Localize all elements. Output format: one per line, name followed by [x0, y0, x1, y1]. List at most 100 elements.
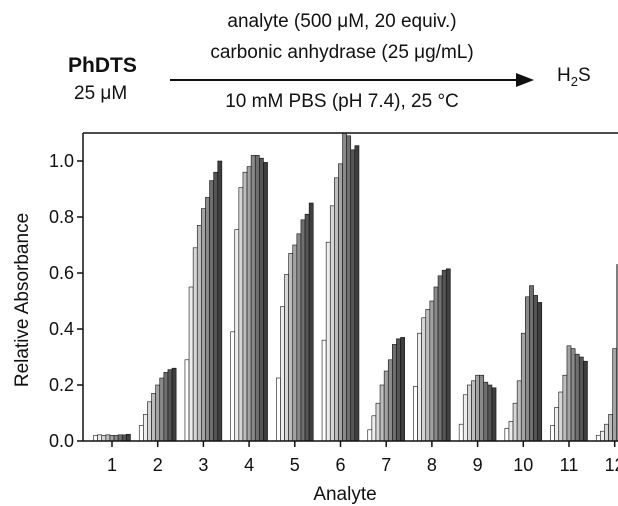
x-tick-label: 8 — [427, 455, 437, 475]
bar — [342, 132, 347, 442]
bar — [113, 435, 119, 442]
x-axis-label: Analyte — [313, 484, 376, 505]
x-tick-label: 6 — [335, 455, 345, 475]
bar — [325, 241, 331, 442]
bar — [304, 213, 310, 442]
bar — [570, 348, 576, 442]
bar — [520, 332, 526, 442]
reaction-arrow — [170, 79, 518, 81]
x-tick-label: 11 — [560, 455, 579, 475]
bar — [350, 149, 356, 442]
bar — [159, 377, 165, 442]
bar-group-analyte-10 — [504, 285, 543, 442]
bar — [421, 317, 427, 442]
bar-group-analyte-8 — [413, 268, 451, 442]
x-axis-ticks: 123456789101112 — [107, 441, 618, 475]
bar-group-analyte-6 — [321, 132, 360, 442]
bar — [379, 384, 385, 442]
bar — [300, 219, 306, 442]
bar — [566, 345, 572, 442]
bar — [196, 225, 202, 442]
bar — [392, 344, 397, 442]
bar — [525, 296, 530, 442]
bar — [574, 353, 580, 442]
bar — [396, 338, 401, 442]
bar — [437, 275, 443, 442]
bar — [126, 433, 131, 442]
arrow-condition-analyte: analyte (500 μM, 20 equiv.) — [227, 11, 457, 32]
bar-group-analyte-1 — [93, 433, 131, 442]
x-tick-label: 4 — [244, 455, 254, 475]
bar — [308, 202, 314, 442]
bar — [529, 285, 534, 442]
bar — [550, 425, 555, 442]
bar — [276, 377, 281, 442]
bar — [441, 269, 447, 442]
bar — [321, 339, 327, 442]
bar — [512, 402, 518, 442]
bar — [292, 244, 298, 442]
bar — [458, 423, 464, 442]
bar — [471, 380, 476, 442]
bar — [167, 369, 173, 442]
bar — [533, 295, 538, 442]
bar — [578, 356, 584, 442]
bar — [483, 381, 489, 442]
x-tick-label: 7 — [381, 455, 391, 475]
bar — [600, 430, 605, 442]
y-tick-label: 0.4 — [49, 319, 74, 339]
bar — [205, 197, 210, 442]
bar — [163, 372, 169, 442]
bar — [296, 233, 302, 442]
bar — [558, 391, 564, 442]
bar — [155, 384, 161, 442]
bar — [595, 435, 601, 442]
bar — [608, 414, 613, 442]
bar — [121, 434, 127, 442]
bar — [242, 171, 248, 442]
bar — [238, 187, 244, 442]
x-tick-label: 9 — [473, 455, 483, 475]
bar — [508, 421, 514, 442]
bar — [254, 155, 260, 442]
bar — [475, 374, 480, 442]
y-tick-label: 0.2 — [49, 375, 74, 395]
bar — [217, 160, 223, 442]
bar — [105, 434, 111, 442]
y-axis-label: Relative Absorbance — [12, 213, 33, 387]
bar — [101, 435, 107, 442]
x-tick-label: 12 — [605, 455, 618, 475]
bar — [387, 359, 393, 442]
x-tick-label: 3 — [198, 455, 208, 475]
bar — [288, 253, 294, 442]
bar — [375, 402, 381, 442]
bar-group-analyte-3 — [184, 160, 223, 442]
bar — [263, 162, 268, 442]
bar — [171, 367, 177, 442]
bar — [143, 414, 148, 442]
bar — [371, 415, 377, 442]
x-tick-label: 5 — [290, 455, 300, 475]
bar — [479, 374, 485, 442]
bar — [616, 264, 618, 442]
bar-group-analyte-9 — [458, 374, 497, 442]
bar — [400, 337, 405, 442]
bar — [504, 428, 510, 442]
product-h2s: H2S — [557, 65, 591, 89]
bar — [383, 370, 389, 442]
bar — [516, 380, 522, 442]
bar — [184, 359, 190, 442]
bar — [250, 155, 256, 442]
bar — [537, 302, 543, 442]
bar — [583, 360, 588, 442]
bar-group-analyte-12 — [595, 264, 618, 442]
bar — [462, 394, 468, 442]
bar — [425, 309, 431, 442]
bar — [192, 247, 198, 442]
bar — [334, 177, 339, 442]
bar — [433, 286, 439, 442]
y-axis-ticks: 0.0 0.2 0.4 0.6 0.8 1.0 — [49, 151, 83, 451]
bar — [346, 135, 352, 442]
bar — [259, 157, 264, 442]
